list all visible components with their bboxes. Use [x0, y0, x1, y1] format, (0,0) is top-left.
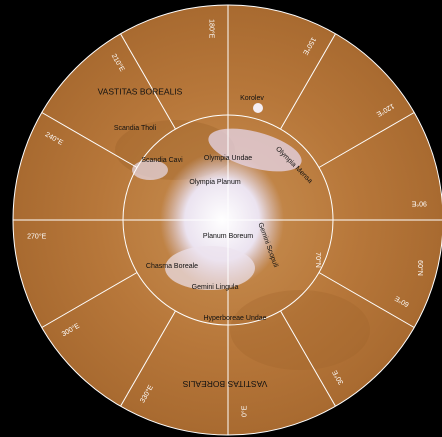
meridian: [120, 310, 176, 407]
longitude-label: 0°E: [241, 405, 249, 417]
feature-label: Planum Boreum: [203, 233, 253, 240]
meridian: [318, 112, 415, 168]
meridian: [120, 33, 176, 130]
feature-label: VASTITAS BOREALIS: [182, 379, 267, 389]
meridian: [41, 272, 138, 328]
graticule: [13, 5, 442, 435]
feature-label: Olympia Undae: [204, 155, 252, 162]
longitude-label: 180°E: [207, 19, 215, 38]
feature-label: VASTITAS BOREALIS: [98, 86, 183, 96]
latitude-label: 60°N: [416, 260, 424, 276]
feature-label: Chasma Boreale: [146, 263, 198, 270]
crater-ice: [253, 103, 263, 113]
meridian: [280, 33, 336, 130]
terrain-shade: [230, 290, 370, 370]
ice-patch: [208, 128, 302, 172]
longitude-label: 90°E: [411, 199, 427, 207]
feature-label: Olympia Planum: [189, 179, 241, 186]
ice-patch: [132, 160, 168, 180]
feature-label: Korolev: [240, 95, 264, 102]
feature-label: Scandia Cavi: [141, 157, 183, 164]
feature-label: Hyperboreae Undae: [203, 315, 266, 322]
ice-patch: [165, 246, 255, 290]
feature-label: Scandia Tholi: [114, 125, 157, 132]
meridian: [280, 310, 336, 407]
longitude-label: 270°E: [27, 233, 46, 241]
feature-label: Gemini Lingula: [192, 284, 239, 291]
meridian: [318, 272, 415, 328]
meridian: [41, 112, 138, 168]
latitude-label: 70°N: [314, 252, 322, 268]
